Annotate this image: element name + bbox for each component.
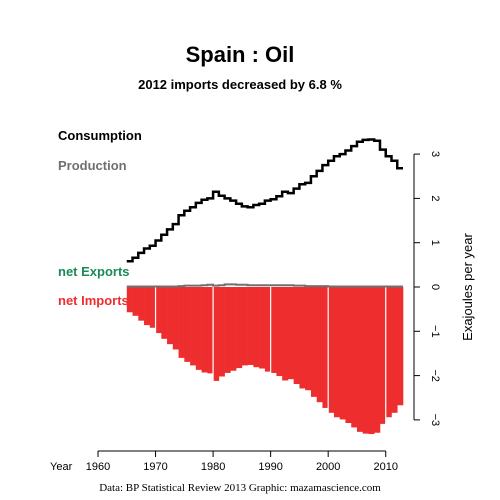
net-imports-bar [190,287,197,366]
net-imports-bar [126,287,133,313]
net-imports-bar [201,287,208,373]
net-imports-bar [276,287,283,377]
x-tick-label: 1990 [258,461,282,473]
y-tick-label: 2 [429,195,441,201]
decade-dividers [154,287,387,443]
net-imports-bar [397,287,404,406]
net-imports-bar [132,287,139,316]
y-tick-label: 0 [429,284,441,290]
net-imports-bar [345,287,352,424]
net-imports-bar [328,287,335,413]
net-imports-bar [282,287,289,381]
y-tick-label: −3 [429,414,441,427]
net-imports-bar [385,287,392,418]
net-imports-bar [218,287,225,377]
net-imports-bar [195,287,202,370]
net-imports-bar [356,287,364,432]
net-imports-bar [178,287,185,358]
net-imports-bar [149,287,156,328]
y-tick-label: 1 [429,240,441,246]
net-imports-bar [379,287,387,424]
net-imports-bar [224,287,231,373]
net-imports-bar [305,287,312,391]
net-imports-bar [264,287,271,372]
y-tick-label: −2 [429,369,441,382]
x-axis-label: Year [50,461,73,473]
net-imports-bar [368,287,375,435]
net-imports-bar [270,287,277,373]
net-imports-bar [299,287,306,389]
net-imports-bar [213,287,220,381]
net-imports-bar [207,287,214,374]
net-imports-bar [351,287,358,428]
legend-production: Production [58,158,127,173]
net-imports-bar [310,287,317,397]
x-axis: 1960 1970 1980 1990 2000 2010 [86,450,398,473]
net-imports-bar [247,287,254,365]
chart-title: Spain : Oil [186,42,295,67]
net-imports-bar [172,287,179,350]
x-tick-label: 1970 [143,461,167,473]
net-imports-bar [241,287,248,366]
net-imports-bar [391,287,398,413]
net-imports-bar [316,287,323,403]
y-axis: −3 −2 −1 0 1 2 3 [413,151,441,427]
legend-net-imports: net Imports [58,293,129,308]
x-tick-label: 2000 [316,461,340,473]
net-imports-bar [259,287,266,369]
legend-net-exports: net Exports [58,264,130,279]
x-tick-label: 1980 [201,461,225,473]
net-imports-bar [230,287,237,371]
net-imports-bar [236,287,243,369]
x-tick-label: 1960 [86,461,110,473]
production-line [126,283,403,288]
net-imports-bar [339,287,346,420]
source-note: Data: BP Statistical Review 2013 Graphic… [99,482,381,494]
legend-consumption: Consumption [58,128,142,143]
net-imports-bar [322,287,329,408]
net-imports-bar [253,287,260,368]
net-imports-bar [287,287,294,380]
consumption-line [126,138,403,263]
series-lines [126,138,403,288]
y-tick-label: 3 [429,151,441,157]
y-tick-label: −1 [429,325,441,338]
net-imports-bar [374,287,381,433]
net-imports-bar [155,287,162,334]
y-axis-label: Exajoules per year [460,232,475,340]
net-imports-bar [184,287,191,362]
net-imports-bar [144,287,151,326]
x-tick-label: 2010 [373,461,397,473]
net-imports-bar [362,287,369,434]
net-imports-bar [161,287,168,339]
net-imports-bar [293,287,300,385]
net-imports-bar [138,287,145,321]
net-imports-bars [126,287,404,435]
net-imports-bar [333,287,340,418]
chart-subtitle: 2012 imports decreased by 6.8 % [138,77,342,92]
net-imports-bar [167,287,174,345]
